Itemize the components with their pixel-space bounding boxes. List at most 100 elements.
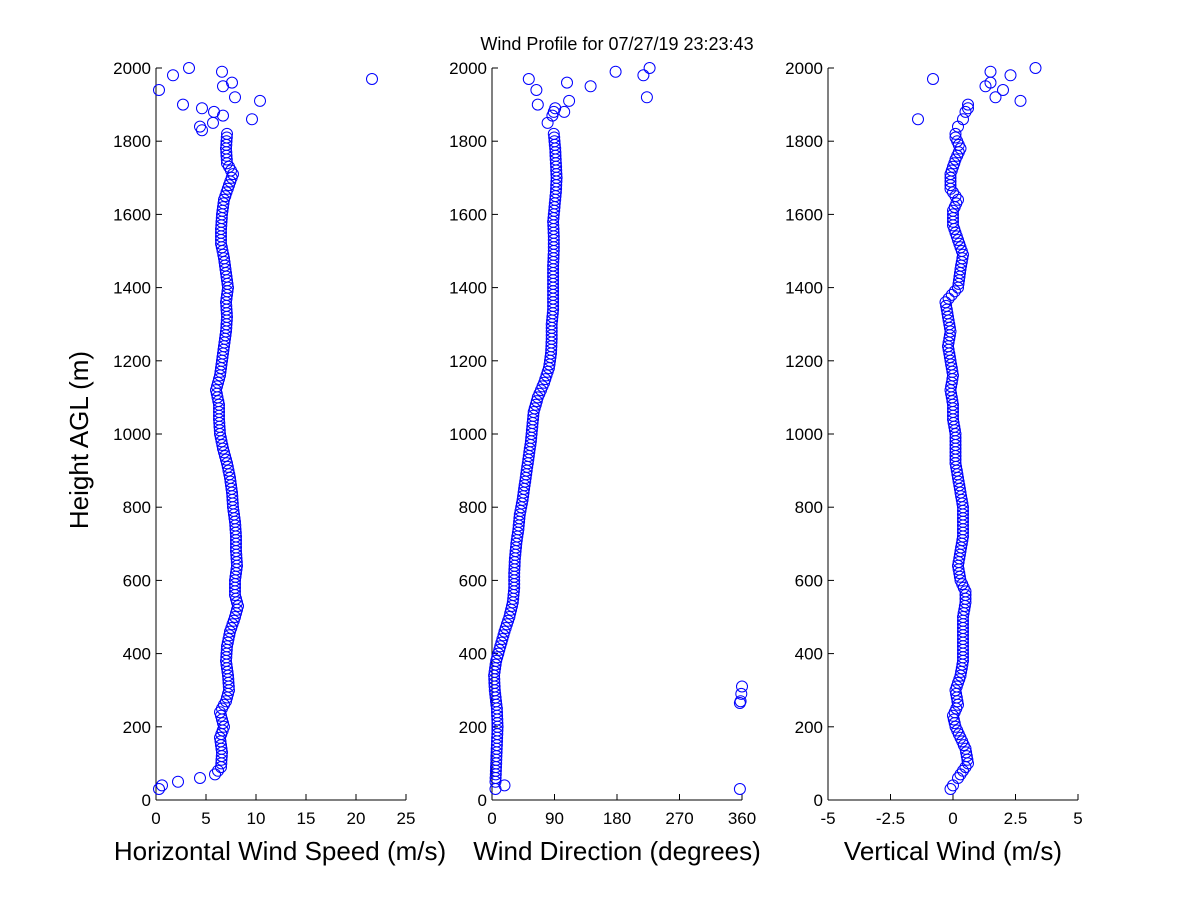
data-point [522, 73, 535, 85]
data-point [172, 775, 184, 788]
x-tick-label: 180 [603, 809, 631, 828]
data-point [736, 680, 748, 693]
y-tick-label: 600 [795, 571, 823, 590]
data-point [1014, 94, 1027, 107]
data-point [246, 113, 258, 126]
x-tick-label: 25 [397, 809, 416, 828]
y-axis-label: Height AGL (m) [64, 351, 94, 529]
y-tick-label: 1400 [449, 279, 487, 298]
data-point [735, 687, 748, 700]
data-point [220, 131, 233, 144]
data-point [947, 186, 959, 199]
data-point [643, 62, 656, 74]
subplot-2: 0 200 400 600 800 1000 1200 1400 1600 1800 2000 0 90… [449, 59, 761, 866]
y-tick-label: 1200 [449, 352, 487, 371]
y-tick-label: 1600 [785, 205, 823, 224]
data-point [496, 633, 509, 645]
data-point [216, 65, 228, 78]
y-tick-label: 400 [459, 645, 487, 664]
x-tick-label: 10 [247, 809, 266, 828]
data-point [949, 190, 962, 203]
data-point [959, 761, 972, 774]
data-point [229, 91, 241, 104]
y-tick-label: 1800 [449, 132, 487, 151]
data-point [947, 208, 959, 221]
data-point [640, 91, 653, 104]
data-point [942, 292, 955, 305]
data-point [494, 640, 507, 653]
y-tick-label: 800 [123, 498, 151, 517]
data-point [212, 376, 224, 389]
x-axis-label: Vertical Wind (m/s) [844, 836, 1062, 866]
data-point [217, 197, 230, 210]
data-point [954, 768, 967, 781]
y-tick-label: 400 [795, 645, 823, 664]
data-point [211, 380, 223, 393]
data-point [212, 764, 224, 777]
data-point [221, 691, 233, 704]
data-point [527, 409, 540, 422]
data-point [637, 69, 650, 82]
data-series [153, 62, 378, 795]
x-tick-label: -5 [820, 809, 835, 828]
data-point [230, 607, 242, 620]
data-point [957, 764, 969, 777]
data-point [213, 373, 225, 386]
x-tick-label: 2.5 [1004, 809, 1028, 828]
data-point [366, 73, 378, 85]
data-point [959, 105, 972, 118]
data-point [957, 113, 969, 126]
data-point [960, 746, 973, 759]
data-point [220, 135, 233, 148]
y-tick-label: 1800 [113, 132, 151, 151]
y-tick-label: 1800 [785, 132, 823, 151]
data-point [528, 402, 541, 415]
data-point [584, 80, 597, 93]
data-point [563, 94, 576, 107]
x-tick-label: 270 [665, 809, 693, 828]
data-point [733, 697, 746, 709]
data-point [167, 69, 179, 82]
data-point [912, 113, 924, 126]
y-tick-label: 400 [123, 645, 151, 664]
subplot-1: 0 200 400 600 800 1000 1200 1400 1600 1800 2000 0 5 1… [64, 59, 446, 866]
y-tick-label: 200 [123, 718, 151, 737]
data-point [156, 779, 168, 792]
y-tick-label: 600 [459, 571, 487, 590]
data-point [960, 750, 973, 763]
data-point [177, 98, 189, 111]
data-point [209, 768, 221, 781]
data-point [207, 116, 219, 129]
data-point [962, 102, 974, 115]
data-point [489, 658, 502, 671]
x-tick-label: 5 [201, 809, 210, 828]
data-point [927, 73, 939, 85]
data-point [558, 105, 571, 118]
x-tick-label: 0 [151, 809, 160, 828]
data-point [940, 299, 953, 312]
data-point [531, 98, 544, 111]
subplot-3: 0 200 400 600 800 1000 1200 1400 1600 1800 2000 -5 -… [785, 59, 1083, 866]
data-point [952, 772, 964, 784]
data-point [984, 65, 997, 78]
y-tick-label: 2000 [113, 59, 151, 78]
data-point [254, 94, 266, 107]
data-point [1029, 62, 1042, 74]
data-point [952, 120, 964, 133]
data-point [153, 783, 165, 795]
data-point [944, 171, 957, 184]
data-point [495, 636, 508, 649]
y-tick-label: 2000 [449, 59, 487, 78]
figure-title: Wind Profile for 07/27/19 23:23:43 [480, 34, 753, 54]
data-point [231, 596, 243, 609]
y-tick-label: 1000 [449, 425, 487, 444]
y-tick-label: 1400 [113, 279, 151, 298]
data-point [948, 285, 961, 298]
y-tick-label: 1400 [785, 279, 823, 298]
data-point [219, 450, 231, 462]
data-point [530, 84, 543, 96]
y-tick-label: 0 [478, 791, 487, 810]
data-point [997, 84, 1009, 96]
data-point [952, 193, 964, 206]
